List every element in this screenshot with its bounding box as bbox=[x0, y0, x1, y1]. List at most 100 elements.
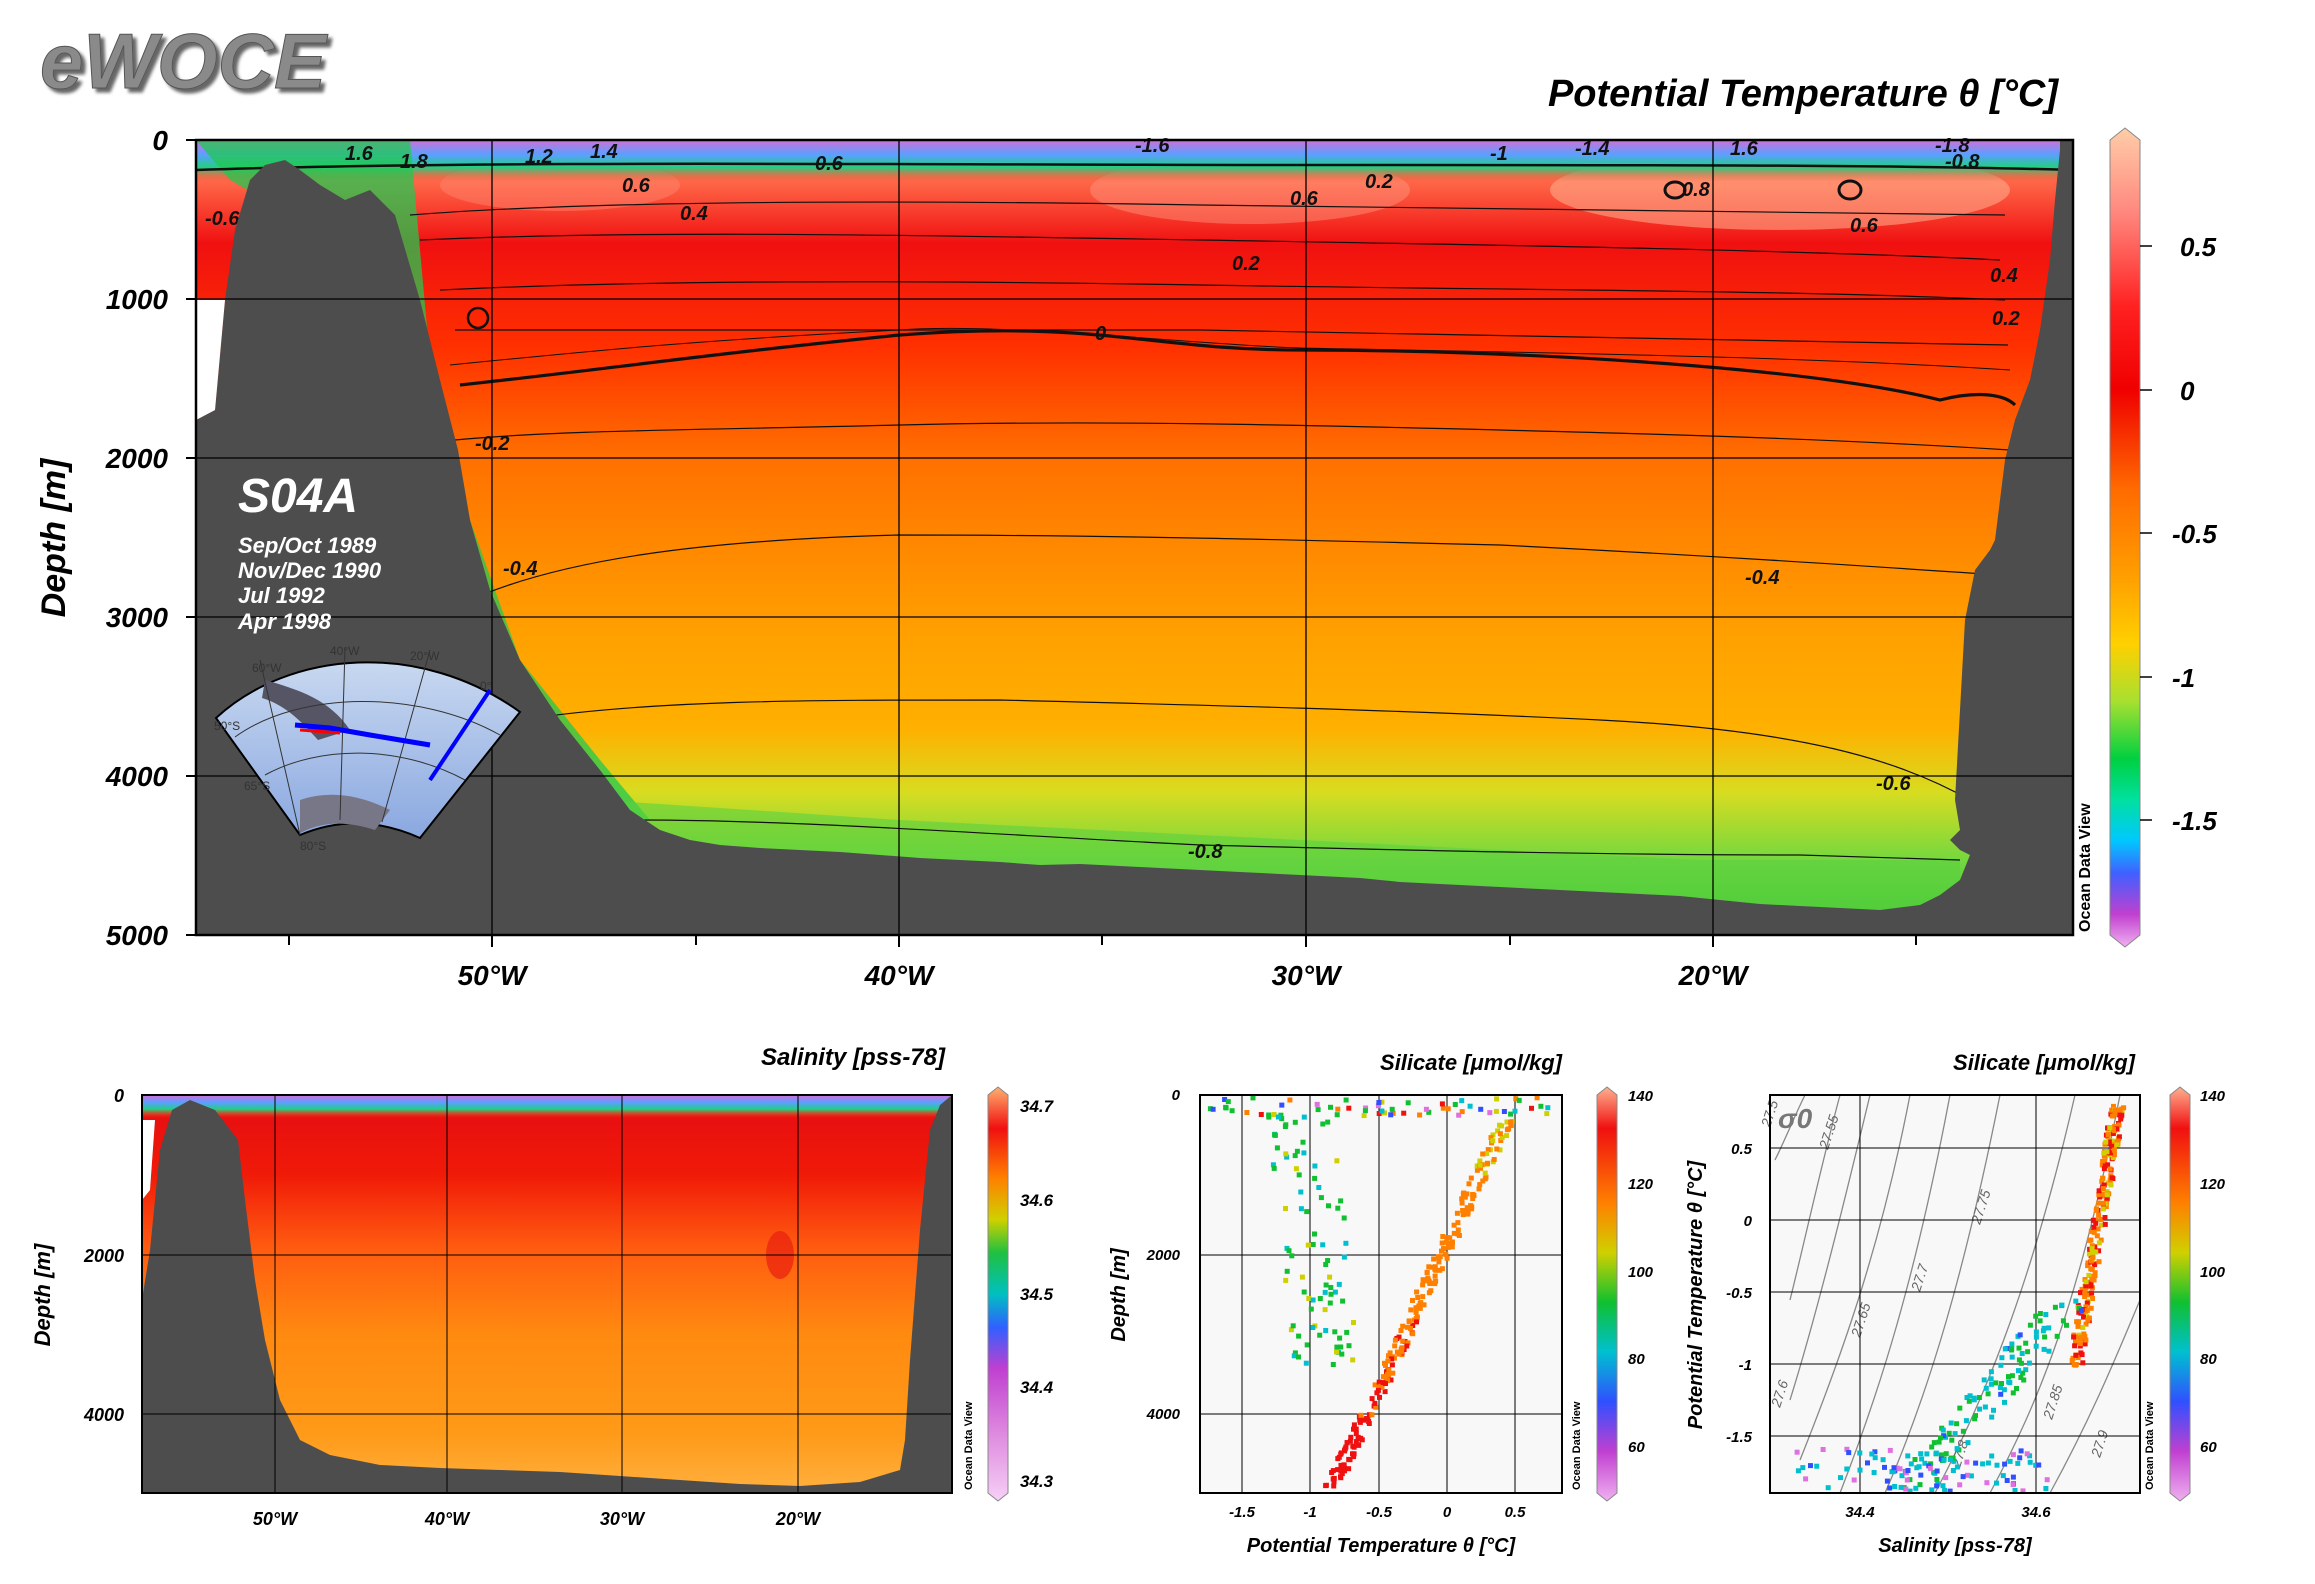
scatter-point bbox=[1363, 1105, 1369, 1111]
scatter-point bbox=[1310, 1325, 1316, 1330]
theta-depth-plot-area bbox=[1200, 1095, 1562, 1493]
scatter-point bbox=[2099, 1178, 2105, 1184]
scatter-point bbox=[1940, 1427, 1946, 1433]
scatter-point bbox=[2117, 1107, 2123, 1113]
scatter-point bbox=[1461, 1190, 1467, 1196]
scatter-point bbox=[2093, 1249, 2099, 1255]
scatter-point bbox=[2076, 1305, 2082, 1311]
scatter-point bbox=[1497, 1147, 1503, 1153]
main-topography-east bbox=[2060, 140, 2073, 935]
scatter-point bbox=[1954, 1446, 1960, 1452]
contour-label: -0.6 bbox=[1876, 773, 1911, 795]
scatter-point bbox=[1545, 1105, 1551, 1111]
scatter-point bbox=[1320, 1242, 1326, 1248]
scatter-point bbox=[2010, 1452, 2016, 1458]
scatter-point bbox=[1408, 1325, 1413, 1331]
scatter-point bbox=[1380, 1374, 1386, 1380]
scatter-point bbox=[1544, 1111, 1550, 1117]
scatter-point bbox=[1929, 1444, 1935, 1450]
scatter-point bbox=[1377, 1394, 1382, 1400]
scatter-point bbox=[1508, 1111, 1514, 1117]
scatter-point bbox=[2096, 1192, 2102, 1198]
scatter-point bbox=[1335, 1467, 1341, 1473]
contour-label: -0.4 bbox=[503, 558, 537, 580]
scatter-point bbox=[1421, 1278, 1427, 1284]
scatter-point bbox=[1389, 1106, 1395, 1112]
scatter-point bbox=[1882, 1464, 1887, 1470]
scatter-point bbox=[2033, 1462, 2039, 1468]
scatter-point bbox=[1347, 1457, 1353, 1463]
scatter-point bbox=[1892, 1484, 1898, 1489]
scatter-point bbox=[1312, 1175, 1318, 1181]
scatter-point bbox=[1919, 1456, 1925, 1462]
scatter-point bbox=[1460, 1208, 1466, 1213]
logo: eWOCE bbox=[40, 17, 328, 105]
theta-depth-y-axis-label: Depth [m] bbox=[1108, 1247, 1130, 1342]
scatter-point bbox=[1406, 1319, 1412, 1325]
scatter-point bbox=[1378, 1383, 1384, 1389]
scatter-point bbox=[2100, 1175, 2106, 1181]
y-tick-label: 5000 bbox=[106, 920, 169, 951]
scatter-point bbox=[2104, 1195, 2110, 1201]
scatter-point bbox=[1989, 1453, 1995, 1459]
scatter-point bbox=[1296, 1354, 1301, 1360]
scatter-point bbox=[1431, 1256, 1437, 1262]
scatter-point bbox=[1469, 1206, 1475, 1212]
scatter-point bbox=[2019, 1351, 2025, 1356]
scatter-point bbox=[2072, 1343, 2078, 1349]
scatter-point bbox=[1379, 1099, 1385, 1105]
scatter-point bbox=[1400, 1338, 1406, 1344]
scatter-point bbox=[2111, 1152, 2117, 1158]
colorbar-tick-label: -1.5 bbox=[2172, 806, 2217, 836]
scatter-point bbox=[1931, 1440, 1937, 1446]
main-contours bbox=[195, 162, 2074, 861]
scatter-point bbox=[1918, 1472, 1924, 1478]
scatter-point bbox=[1410, 1323, 1416, 1328]
x-tick-label: 0 bbox=[1443, 1504, 1452, 1521]
scatter-point bbox=[2089, 1251, 2095, 1256]
scatter-point bbox=[2071, 1334, 2077, 1340]
main-colorbar: 0.5 0 -0.5 -1 -1.5 Ocean Data View bbox=[2077, 127, 2217, 948]
theta-depth-points bbox=[1207, 1095, 1551, 1489]
scatter-point bbox=[2052, 1304, 2058, 1310]
scatter-point bbox=[2116, 1134, 2122, 1140]
scatter-point bbox=[2096, 1212, 2102, 1218]
contour-label: -1.6 bbox=[1135, 135, 1170, 157]
main-topography-west bbox=[196, 140, 2073, 935]
scatter-point bbox=[1459, 1200, 1465, 1206]
scatter-point bbox=[1971, 1397, 1977, 1403]
scatter-point bbox=[1392, 1343, 1398, 1349]
scatter-point bbox=[1998, 1391, 2004, 1397]
scatter-point bbox=[2018, 1448, 2024, 1454]
theta-salinity-colorbar: 140 120 100 80 60 Ocean Data View bbox=[2144, 1086, 2226, 1502]
theta-salinity-x-ticks: 34.4 34.6 bbox=[1845, 1504, 2051, 1521]
scatter-point bbox=[1338, 1465, 1344, 1471]
scatter-point bbox=[1413, 1309, 1419, 1315]
scatter-point bbox=[1308, 1306, 1314, 1312]
scatter-point bbox=[1365, 1416, 1371, 1422]
scatter-point bbox=[1464, 1205, 1470, 1211]
scatter-point bbox=[1426, 1264, 1432, 1270]
scatter-point bbox=[1414, 1289, 1420, 1295]
scatter-point bbox=[1455, 1227, 1461, 1233]
scatter-point bbox=[1334, 1344, 1340, 1350]
scatter-point bbox=[2002, 1399, 2007, 1405]
scatter-point bbox=[1938, 1456, 1944, 1462]
scatter-point bbox=[2084, 1314, 2090, 1320]
scatter-point bbox=[1331, 1479, 1337, 1485]
scatter-point bbox=[1529, 1105, 1534, 1111]
scatter-point bbox=[2109, 1107, 2115, 1113]
scatter-point bbox=[1416, 1303, 1422, 1309]
scatter-point bbox=[1428, 1288, 1434, 1294]
scatter-point bbox=[1344, 1440, 1350, 1446]
scatter-point bbox=[1418, 1300, 1424, 1306]
scatter-point bbox=[2093, 1220, 2099, 1226]
scatter-point bbox=[1283, 1151, 1289, 1157]
scatter-point bbox=[1477, 1182, 1483, 1188]
scatter-point bbox=[1334, 1112, 1340, 1118]
scatter-point bbox=[1464, 1191, 1470, 1197]
scatter-point bbox=[2017, 1455, 2023, 1461]
scatter-point bbox=[2012, 1488, 2018, 1493]
scatter-point bbox=[1504, 1133, 1510, 1139]
scatter-point bbox=[2006, 1374, 2011, 1380]
